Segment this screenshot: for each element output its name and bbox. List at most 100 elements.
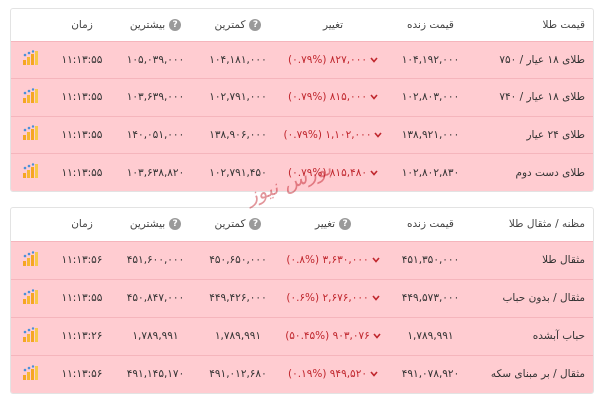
low-cell: ۱۳۸,۹۰۶,۰۰۰ — [198, 115, 278, 154]
change-percent: (۰.۱۹%) — [288, 368, 327, 381]
chart-icon — [23, 50, 38, 66]
live-cell: ۴۹۱,۰۷۸,۹۲۰ — [388, 354, 473, 393]
change-percent: (۵۰.۴۵%) — [285, 330, 330, 342]
change-percent: (۰.۶%) — [286, 292, 320, 304]
chart-icon — [23, 250, 38, 266]
header-cell: زمان — [51, 208, 113, 241]
gold-table: قیمت طلا قیمت زنده تغییر ?کمترین ?بیشترین زما… — [10, 8, 594, 192]
row: مثقال طلا ۴۵۱,۳۵۰,۰۰۰ ۳,۶۳۰,۰۰۰ (۰.۸%) ۴۵۰,… — [11, 240, 593, 279]
change-cell: ۸۲۷,۰۰۰ (۰.۷۹%) — [278, 40, 388, 79]
time-cell: ۱۱:۱۳:۵۶ — [51, 354, 113, 393]
high-cell: ۱۰۳,۶۳۹,۰۰۰ — [113, 78, 198, 116]
low-cell: ۱۰۴,۱۸۱,۰۰۰ — [198, 40, 278, 79]
change-cell: ۸۱۵,۰۰۰ (۰.۷۹%) — [278, 78, 388, 116]
chart-link[interactable] — [11, 354, 51, 393]
header-cell: قیمت زنده — [388, 208, 473, 241]
change-value: ۹۴۹,۵۲۰ — [329, 368, 367, 381]
name-cell: طلای ۲۴ عیار — [473, 115, 593, 154]
header-cell: ?کمترین — [198, 9, 278, 41]
change-value: ۹۰۳,۰۷۶ — [332, 330, 370, 342]
down-arrow — [370, 94, 378, 100]
header-label: تغییر — [314, 218, 336, 231]
high-cell: ۱۰۳,۶۳۸,۸۲۰ — [113, 153, 198, 191]
low-cell: ۱,۷۸۹,۹۹۱ — [198, 316, 278, 355]
low-cell: ۴۴۹,۴۲۶,۰۰۰ — [198, 278, 278, 317]
change-value: ۳,۶۳۰,۰۰۰ — [322, 254, 369, 266]
down-arrow — [372, 295, 380, 301]
chart-link[interactable] — [11, 278, 51, 317]
row: طلای ۲۴ عیار ۱۳۸,۹۲۱,۰۰۰ ۱,۱۰۲,۰۰۰ (۰.۷۹%)… — [11, 115, 593, 154]
down-arrow — [370, 169, 378, 176]
change-percent: (۰.۷۹%) — [283, 128, 322, 141]
chart-link[interactable] — [11, 316, 51, 355]
chart-link[interactable] — [11, 78, 51, 116]
low-cell: ۴۵۰,۶۵۰,۰۰۰ — [198, 240, 278, 279]
change-cell: ۱,۱۰۲,۰۰۰ (۰.۷۹%) — [278, 115, 388, 154]
low-cell: ۱۰۲,۷۹۱,۴۵۰ — [198, 153, 278, 191]
chart-icon — [23, 125, 38, 141]
live-cell: ۴۴۹,۵۷۳,۰۰۰ — [388, 278, 473, 317]
change-cell: ۸۱۵,۴۸۰ (۰.۷۹%) — [278, 153, 388, 191]
row: حباب آبشده ۱,۷۸۹,۹۹۱ ۹۰۳,۰۷۶ (۵۰.۴۵%) ۱,۷۸۹… — [11, 316, 593, 355]
time-cell: ۱۱:۱۳:۵۵ — [51, 278, 113, 317]
header-cell: قیمت طلا — [473, 9, 593, 41]
header-cell: مظنه / مثقال طلا — [473, 208, 593, 241]
name-cell: طلای ۱۸ عیار / ۷۵۰ — [473, 40, 593, 79]
name-cell: حباب آبشده — [473, 316, 593, 355]
change-percent: (۰.۸%) — [286, 254, 320, 266]
high-cell: ۴۹۱,۱۴۵,۱۷۰ — [113, 354, 198, 393]
time-cell: ۱۱:۱۳:۵۵ — [51, 40, 113, 79]
low-cell: ۱۰۲,۷۹۱,۰۰۰ — [198, 78, 278, 116]
change-value: ۸۲۷,۰۰۰ — [329, 53, 367, 66]
help-icon: ? — [169, 18, 182, 31]
down-arrow — [374, 132, 383, 138]
header-cell: تغییر — [278, 9, 388, 41]
change-cell: ۲,۶۷۶,۰۰۰ (۰.۶%) — [278, 278, 388, 317]
low-cell: ۴۹۱,۰۱۲,۶۸۰ — [198, 354, 278, 393]
header-cell: ?بیشترین — [113, 9, 198, 41]
live-cell: ۴۵۱,۳۵۰,۰۰۰ — [388, 240, 473, 279]
high-cell: ۱۴۰,۰۵۱,۰۰۰ — [113, 115, 198, 154]
header-cell — [11, 9, 51, 41]
name-cell: مثقال / بدون حباب — [473, 278, 593, 317]
chart-icon — [23, 288, 38, 304]
time-cell: ۱۱:۱۳:۵۵ — [51, 115, 113, 154]
high-cell: ۱,۷۸۹,۹۹۱ — [113, 316, 198, 355]
high-cell: ۴۵۰,۸۴۷,۰۰۰ — [113, 278, 198, 317]
table: مظنه / مثقال طلا قیمت زنده ?تغییر ?کمترین ?ب… — [11, 208, 593, 393]
row: مثقال / بر مبنای سکه ۴۹۱,۰۷۸,۹۲۰ ۹۴۹,۵۲۰ (… — [11, 354, 593, 393]
live-cell: ۱۰۲,۸۰۳,۰۰۰ — [388, 78, 473, 116]
name-cell: طلای دست دوم — [473, 153, 593, 191]
help-icon: ? — [249, 218, 262, 231]
chart-link[interactable] — [11, 115, 51, 154]
mesghal-table: مظنه / مثقال طلا قیمت زنده ?تغییر ?کمترین ?ب… — [10, 207, 594, 394]
header-cell: ?کمترین — [198, 208, 278, 241]
header-label: مظنه / مثقال طلا — [508, 218, 585, 231]
time-cell: ۱۱:۱۳:۵۵ — [51, 78, 113, 116]
change-cell: ۹۴۹,۵۲۰ (۰.۱۹%) — [278, 354, 388, 393]
row: طلای دست دوم ۱۰۲,۸۰۲,۸۳۰ ۸۱۵,۴۸۰ (۰.۷۹%) ۱۰… — [11, 153, 593, 191]
live-cell: ۱۰۴,۱۹۲,۰۰۰ — [388, 40, 473, 79]
row: مثقال / بدون حباب ۴۴۹,۵۷۳,۰۰۰ ۲,۶۷۶,۰۰۰ (۰… — [11, 278, 593, 317]
high-cell: ۴۵۱,۶۰۰,۰۰۰ — [113, 240, 198, 279]
live-cell: ۱۰۲,۸۰۲,۸۳۰ — [388, 153, 473, 191]
chart-icon — [23, 326, 38, 342]
header-label: قیمت طلا — [542, 18, 585, 31]
name-cell: مثقال / بر مبنای سکه — [473, 354, 593, 393]
live-cell: ۱,۷۸۹,۹۹۱ — [388, 316, 473, 355]
chart-link[interactable] — [11, 153, 51, 191]
chart-link[interactable] — [11, 40, 51, 79]
header-label: زمان — [71, 18, 93, 31]
down-arrow — [370, 371, 378, 377]
header-label: زمان — [71, 218, 93, 231]
header-label: قیمت زنده — [407, 18, 454, 31]
down-arrow — [373, 333, 381, 339]
row: طلای ۱۸ عیار / ۷۵۰ ۱۰۴,۱۹۲,۰۰۰ ۸۲۷,۰۰۰ (۰.… — [11, 40, 593, 79]
change-cell: ۳,۶۳۰,۰۰۰ (۰.۸%) — [278, 240, 388, 279]
down-arrow — [372, 257, 380, 263]
chart-link[interactable] — [11, 240, 51, 279]
change-percent: (۰.۷۹%) — [288, 91, 327, 104]
help-icon: ? — [249, 18, 262, 31]
